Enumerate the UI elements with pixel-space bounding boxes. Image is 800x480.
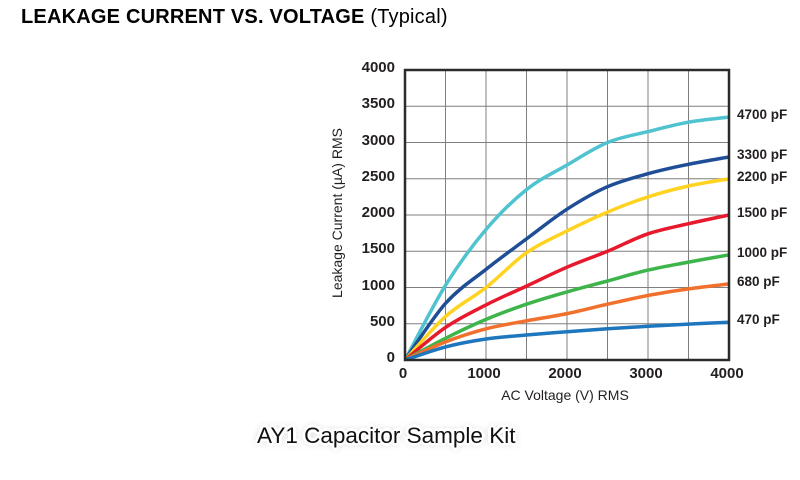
series-label-680-pf: 680 pF [737, 273, 780, 289]
series-label-1000-pf: 1000 pF [737, 244, 788, 260]
series-label-3300-pf: 3300 pF [737, 147, 788, 162]
series-label-4700-pf: 4700 pF [737, 107, 788, 123]
plot-frame [403, 68, 731, 362]
y-tick-label: 3500 [361, 95, 395, 113]
x-tick-label: 1000 [467, 365, 501, 382]
y-tick-label: 500 [369, 312, 395, 330]
series-line-2200-pf [405, 177, 729, 360]
series-label-1500-pf: 1500 pF [737, 205, 788, 220]
x-tick-label: 4000 [710, 365, 744, 382]
series-line-3300-pf [405, 155, 729, 360]
series-line-680-pf [405, 282, 729, 360]
series-line-4700-pf [405, 115, 729, 360]
x-axis-title: AC Voltage (V) RMS [501, 387, 629, 403]
y-tick-label: 1500 [361, 240, 395, 258]
y-tick-label: 0 [386, 349, 395, 366]
y-tick-label: 2500 [361, 167, 395, 185]
y-tick-label: 2000 [361, 204, 395, 221]
page-title: LEAKAGE CURRENT VS. VOLTAGE (Typical) [21, 6, 448, 29]
series-line-1000-pf [405, 253, 729, 360]
page-title-main: LEAKAGE CURRENT VS. VOLTAGE [21, 6, 365, 28]
y-tick-label: 4000 [361, 59, 395, 76]
series-line-470-pf [405, 320, 729, 360]
y-tick-label: 1000 [361, 276, 395, 294]
series-label-2200-pf: 2200 pF [737, 168, 788, 184]
y-tick-label: 3000 [361, 131, 395, 149]
series-line-1500-pf [405, 213, 729, 360]
x-tick-label: 2000 [548, 365, 582, 382]
chart-plot [403, 68, 731, 362]
x-tick-label: 3000 [629, 365, 663, 382]
series-label-470-pf: 470 pF [737, 312, 780, 328]
page-title-typical: (Typical) [364, 6, 448, 28]
watermark-text: AY1 Capacitor Sample Kit [257, 423, 516, 448]
x-tick-label: 0 [398, 365, 408, 382]
